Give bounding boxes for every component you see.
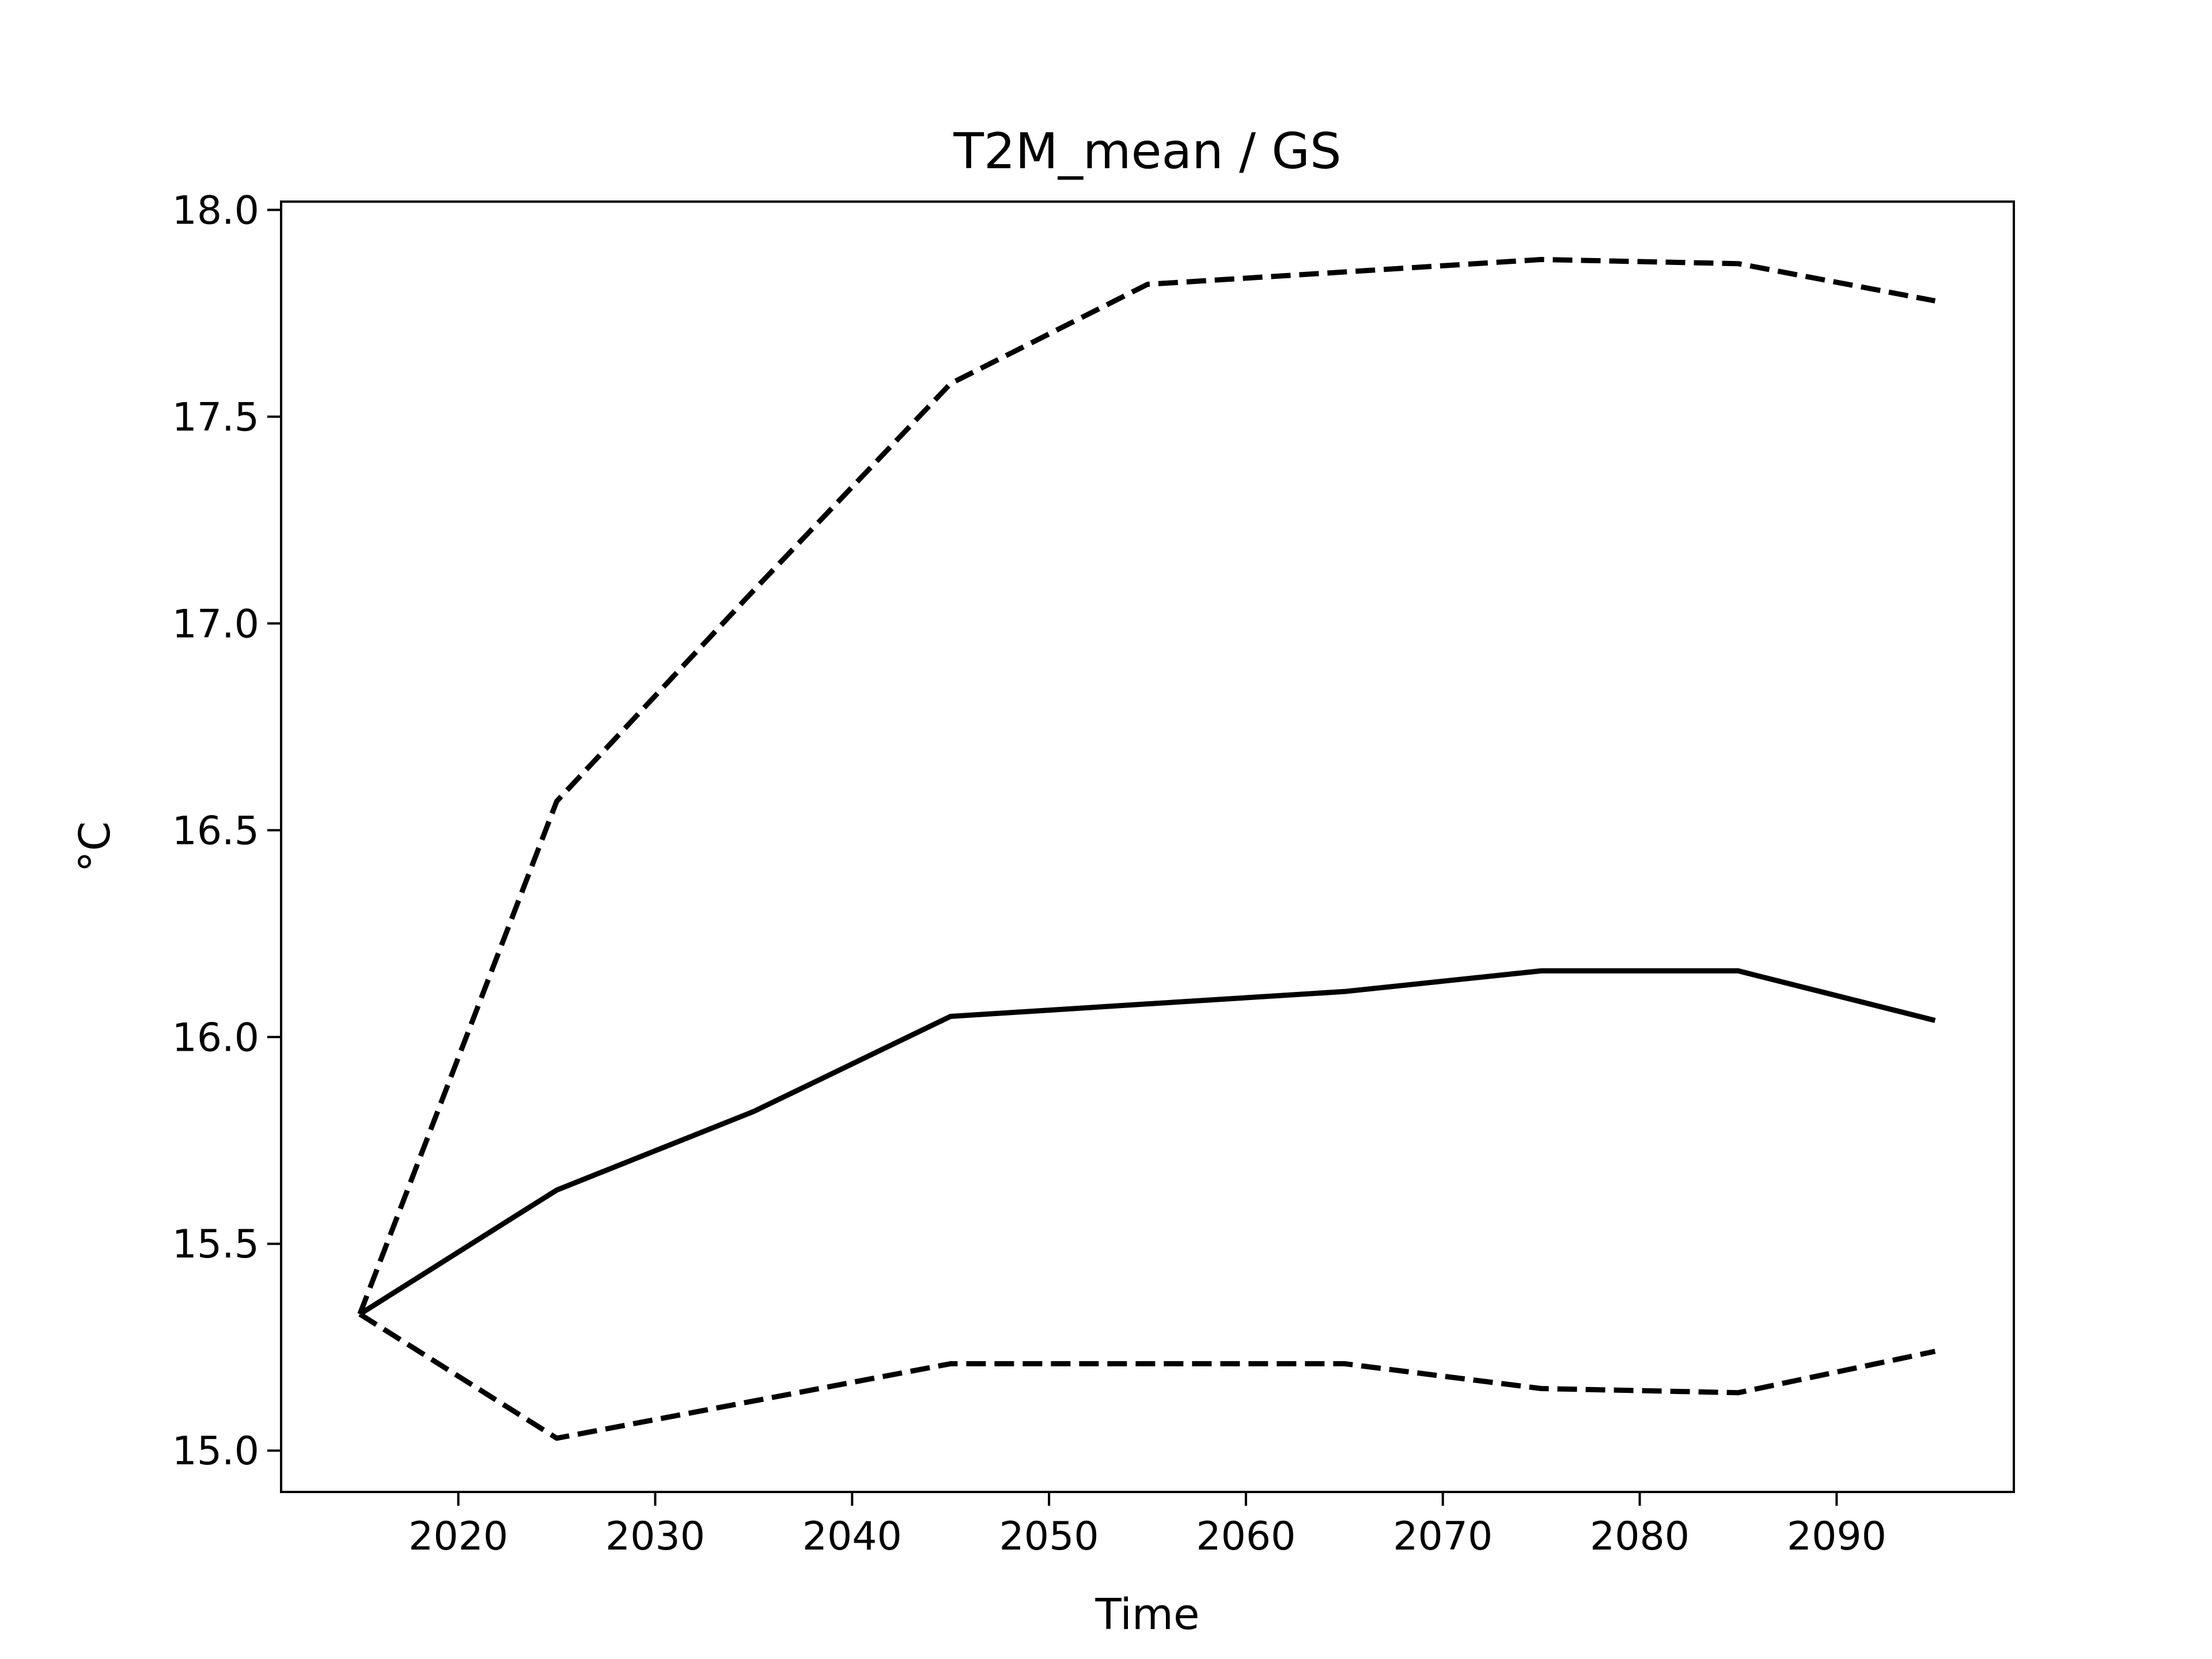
y-tick-label: 15.5 — [172, 1222, 259, 1267]
series-line-1 — [358, 968, 1936, 1317]
series-line-3 — [358, 1312, 1936, 1441]
x-tick-label: 2030 — [605, 1514, 705, 1559]
y-axis-label: °C — [70, 821, 120, 873]
plot-frame — [280, 200, 2015, 1493]
chart-title: T2M_mean / GS — [953, 123, 1341, 180]
series-layer — [357, 257, 1936, 1441]
y-tick-label: 16.5 — [172, 808, 259, 854]
ticks-layer: 2020 2030 2040 2050 2060 2070 2080 2090 15.0 15.5… — [172, 188, 1887, 1559]
x-tick-label: 2090 — [1787, 1514, 1887, 1559]
y-tick-label: 17.0 — [172, 601, 259, 647]
x-tick-label: 2080 — [1590, 1514, 1690, 1559]
x-tick-label: 2020 — [408, 1514, 508, 1559]
y-tick-label: 16.0 — [172, 1015, 259, 1060]
x-tick-label: 2040 — [802, 1514, 902, 1559]
y-tick-label: 15.0 — [172, 1429, 259, 1474]
series-line-2 — [357, 257, 1936, 1315]
x-tick-label: 2070 — [1393, 1514, 1493, 1559]
x-tick-label: 2050 — [999, 1514, 1099, 1559]
y-tick-label: 18.0 — [172, 188, 259, 233]
y-tick-label: 17.5 — [172, 395, 259, 440]
x-axis-label: Time — [1094, 1590, 1199, 1639]
x-tick-label: 2060 — [1196, 1514, 1296, 1559]
